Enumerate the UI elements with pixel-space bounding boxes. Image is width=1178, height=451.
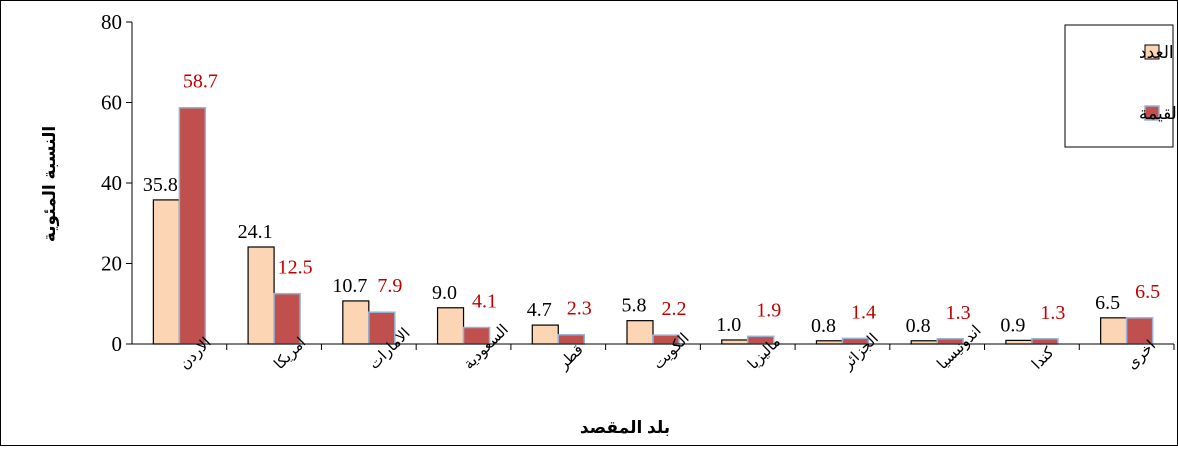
bar-count <box>436 307 465 345</box>
bars-layer <box>152 106 1154 345</box>
bar-count <box>531 324 559 345</box>
data-label-value: 58.7 <box>183 71 218 93</box>
data-label-count: 0.8 <box>811 315 836 337</box>
y-axis-title: النسبة المئوية <box>40 126 60 242</box>
data-label-count: 0.9 <box>1000 314 1025 336</box>
y-tick-label: 0 <box>112 332 123 356</box>
x-axis-title: بلد المقصد <box>580 418 670 437</box>
data-label-value: 2.3 <box>567 298 592 320</box>
data-label-value: 6.5 <box>1135 281 1160 303</box>
bar-value <box>178 106 207 345</box>
data-label-value: 12.5 <box>278 257 313 279</box>
bar-count <box>1005 339 1033 345</box>
data-label-value: 7.9 <box>377 275 402 297</box>
legend-label-value: القيمة <box>1139 104 1178 123</box>
data-label-value: 1.3 <box>1040 302 1065 324</box>
bar-count <box>721 339 749 345</box>
data-label-value: 4.1 <box>472 290 497 312</box>
data-label-value: 2.2 <box>662 298 687 320</box>
data-label-count: 6.5 <box>1095 292 1120 314</box>
y-tick-label: 40 <box>101 171 122 195</box>
bar-count <box>152 199 180 345</box>
legend-swatch-count <box>1144 44 1160 60</box>
data-label-value: 1.9 <box>756 299 781 321</box>
bar-value <box>1031 338 1059 345</box>
bar-count <box>342 300 370 345</box>
data-label-count: 9.0 <box>432 282 457 304</box>
data-label-value: 1.3 <box>946 302 971 324</box>
bar-count <box>1100 317 1128 345</box>
data-label-count: 24.1 <box>238 221 273 243</box>
legend: العدد القيمة <box>1064 24 1178 148</box>
legend-label-count: العدد <box>1139 43 1174 62</box>
data-label-count: 35.8 <box>143 174 178 196</box>
y-tick-label: 60 <box>101 91 122 115</box>
legend-swatch-value <box>1144 105 1160 121</box>
y-tick-label: 80 <box>101 10 122 34</box>
bar-count <box>626 320 654 345</box>
data-label-count: 5.8 <box>622 295 647 317</box>
data-label-count: 10.7 <box>332 275 367 297</box>
data-label-count: 4.7 <box>527 299 552 321</box>
data-label-value: 1.4 <box>851 301 876 323</box>
y-tick-label: 20 <box>101 252 122 276</box>
bar-value <box>557 333 586 345</box>
data-labels-layer: 35.8 58.7 24.112.5 10.7 7.9 9.0 4.1 4.7 2.3 5.8 2.… <box>143 71 1160 337</box>
bar-count <box>247 246 275 345</box>
data-label-count: 0.8 <box>906 315 931 337</box>
data-label-count: 1.0 <box>716 314 741 336</box>
